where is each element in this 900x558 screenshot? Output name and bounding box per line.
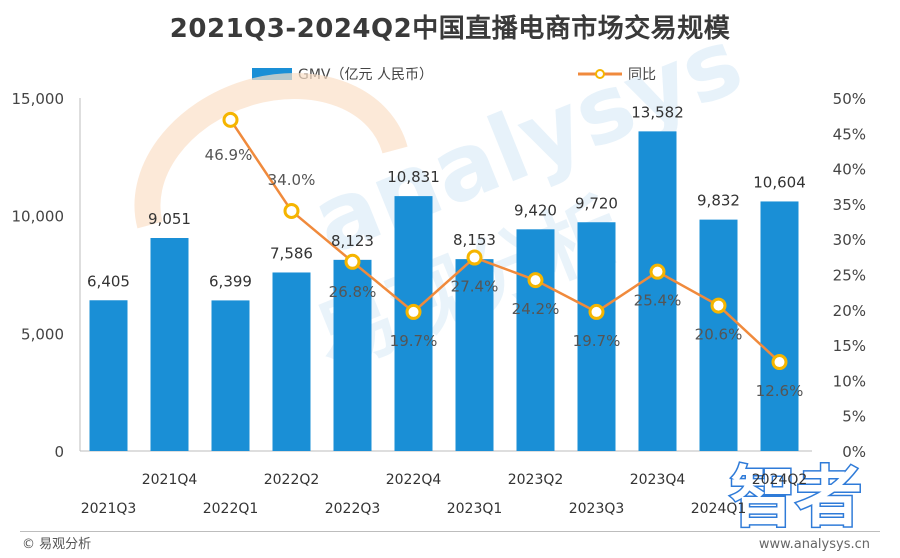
data-labels: 6,405 9,051 6,399 7,586 8,123 10,831 8,153 9,42… <box>87 103 806 400</box>
y-right-tick-label: 50% <box>833 90 866 108</box>
y-right-tick-label: 5% <box>842 408 866 426</box>
x-tick-label: 2023Q3 <box>569 501 625 517</box>
yoy-value-label: 46.9% <box>205 146 253 164</box>
legend-yoy-label: 同比 <box>628 67 656 83</box>
x-tick-label: 2022Q2 <box>264 472 320 488</box>
watermark-swoosh <box>134 72 408 229</box>
yoy-value-label: 25.4% <box>634 292 682 310</box>
yoy-value-label: 20.6% <box>695 326 743 344</box>
bars <box>89 131 799 451</box>
bar-gmv <box>89 300 128 451</box>
y-right-tick-label: 15% <box>833 337 866 355</box>
x-tick-label: 2024Q2 <box>752 472 808 488</box>
bar-gmv <box>150 237 189 451</box>
bar-value-label: 10,604 <box>753 173 806 191</box>
yoy-value-label: 26.8% <box>329 283 377 301</box>
yoy-value-label: 12.6% <box>756 382 804 400</box>
bar-value-label: 9,420 <box>514 201 557 219</box>
yoy-point <box>710 297 727 314</box>
axes: 0 5,000 10,000 15,000 0% 5% 10% 15% 20% 25% 30% 35%… <box>12 90 867 517</box>
y-left-tick-label: 15,000 <box>12 90 65 108</box>
yoy-point <box>222 111 239 128</box>
watermark-stamp: 智者 <box>730 459 862 536</box>
bar-gmv <box>455 259 494 451</box>
chart-title: 2021Q3-2024Q2中国直播电商市场交易规模 <box>169 14 731 44</box>
y-right-tick-label: 25% <box>833 267 866 285</box>
yoy-point <box>283 202 300 219</box>
yoy-value-label: 27.4% <box>451 278 499 296</box>
yoy-point <box>405 303 422 320</box>
yoy-point <box>588 303 605 320</box>
bar-value-label: 9,720 <box>575 194 618 212</box>
yoy-value-label: 19.7% <box>573 332 621 350</box>
y-left-tick-label: 5,000 <box>21 325 64 343</box>
bar-gmv <box>577 222 616 451</box>
yoy-point <box>344 253 361 270</box>
x-tick-label: 2021Q3 <box>81 501 137 517</box>
y-right-tick-label: 45% <box>833 125 866 143</box>
yoy-point <box>649 263 666 280</box>
y-left-tick-label: 0 <box>54 443 64 461</box>
yoy-line-path <box>229 119 781 363</box>
bar-gmv <box>760 201 799 451</box>
bar-gmv <box>333 259 372 451</box>
yoy-value-label: 34.0% <box>268 171 316 189</box>
y-right-tick-label: 35% <box>833 196 866 214</box>
bar-value-label: 7,586 <box>270 244 313 262</box>
x-tick-label: 2022Q3 <box>325 501 381 517</box>
bar-gmv <box>272 272 311 451</box>
bar-value-label: 8,153 <box>453 231 496 249</box>
legend-yoy: 同比 <box>578 64 656 84</box>
x-tick-label: 2022Q1 <box>203 501 259 517</box>
x-tick-label: 2023Q2 <box>508 472 564 488</box>
bar-value-label: 6,399 <box>209 272 252 290</box>
yoy-value-label: 19.7% <box>390 332 438 350</box>
footer-divider <box>20 531 880 532</box>
bar-value-label: 6,405 <box>87 272 130 290</box>
bar-value-label: 10,831 <box>387 168 440 186</box>
y-right-tick-label: 20% <box>833 302 866 320</box>
y-right-tick-label: 30% <box>833 231 866 249</box>
yoy-point <box>771 354 788 371</box>
bar-value-label: 9,832 <box>697 192 740 210</box>
x-tick-label: 2021Q4 <box>142 472 198 488</box>
footer-url: www.analysys.cn <box>758 537 870 552</box>
bar-value-label: 8,123 <box>331 232 374 250</box>
footer-source: © 易观分析 <box>22 537 92 552</box>
bar-gmv <box>516 229 555 451</box>
yoy-point <box>466 249 483 266</box>
bar-gmv <box>699 219 738 451</box>
bar-value-label: 13,582 <box>631 103 684 121</box>
watermark: analysys易观分析智者 <box>134 7 864 538</box>
yoy-line <box>222 111 788 371</box>
legend-yoy-swatch <box>578 69 622 79</box>
bar-gmv <box>211 300 250 451</box>
x-tick-label: 2024Q1 <box>691 501 747 517</box>
x-tick-label: 2023Q4 <box>630 472 686 488</box>
yoy-value-label: 24.2% <box>512 300 560 318</box>
y-right-tick-label: 40% <box>833 161 866 179</box>
bar-value-label: 9,051 <box>148 210 191 228</box>
yoy-point <box>527 272 544 289</box>
bar-gmv <box>638 131 677 451</box>
y-left-tick-label: 10,000 <box>12 208 65 226</box>
y-right-tick-label: 10% <box>833 372 866 390</box>
x-tick-label: 2022Q4 <box>386 472 442 488</box>
bar-gmv <box>394 196 433 451</box>
y-right-tick-label: 0% <box>842 443 866 461</box>
x-tick-label: 2023Q1 <box>447 501 503 517</box>
